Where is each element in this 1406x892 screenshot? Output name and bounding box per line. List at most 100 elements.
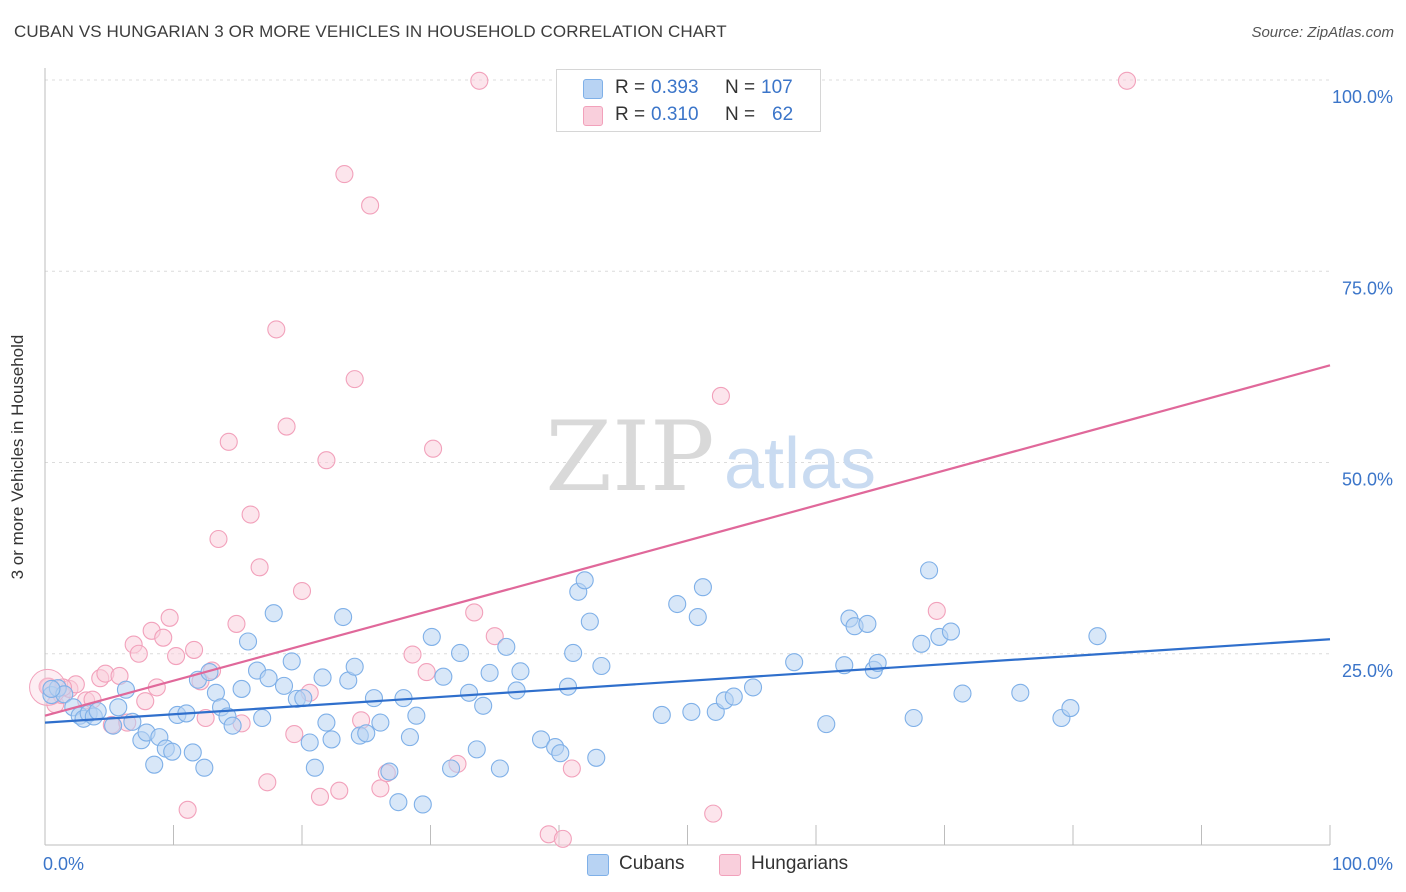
hungarians-point [136, 692, 155, 711]
cubans-point [724, 687, 743, 706]
legend-n-label: N = [725, 77, 756, 98]
x-tick-label: 100.0% [1332, 854, 1393, 874]
hungarians-legend-swatch [719, 854, 741, 876]
cubans-point [497, 637, 516, 656]
hungarians-point [178, 800, 197, 819]
legend-r-label: R = [615, 104, 646, 125]
source-credit: Source: ZipAtlas.com [1251, 24, 1394, 41]
cubans-point [668, 594, 687, 614]
hungarians-point [335, 165, 354, 184]
hungarians-point [927, 601, 946, 620]
cubans-point [511, 662, 530, 681]
trend-layer [44, 364, 1331, 724]
cubans-point [313, 668, 332, 687]
cubans-point [1088, 627, 1107, 646]
cubans-point [459, 683, 479, 702]
hungarians-point [465, 603, 484, 622]
hungarians-point [241, 505, 260, 524]
cubans-point [413, 795, 432, 814]
cubans-point [264, 604, 283, 623]
hungarians-point [417, 663, 436, 682]
cubans-point [232, 679, 251, 698]
hungarians-point [227, 614, 246, 633]
hungarians-point [277, 417, 296, 436]
hungarians-point [361, 196, 380, 215]
cubans-point [531, 730, 551, 749]
hungarians-point [292, 581, 312, 601]
cubans-point [688, 607, 707, 627]
cubans-point [305, 758, 324, 777]
y-tick-label: 50.0% [1342, 470, 1393, 490]
hungarians-point [403, 645, 422, 664]
hungarians-point [285, 725, 304, 744]
cubans-point [145, 755, 164, 774]
watermark-atlas: atlas [724, 424, 876, 504]
cubans-point [1061, 699, 1080, 718]
cubans-point [592, 656, 611, 676]
cubans-point [322, 730, 341, 749]
hungarians-legend-label: Hungarians [751, 853, 849, 874]
cubans-point [785, 653, 804, 672]
hungarians-trend-line [44, 364, 1331, 717]
hungarians-point [424, 439, 443, 458]
legend-n-label: N = [725, 104, 756, 125]
cubans-point [282, 652, 301, 671]
hungarians-point [154, 628, 173, 647]
cubans-legend-swatch [587, 854, 609, 876]
hungarians-point [1117, 71, 1137, 90]
cubans-swatch [583, 79, 603, 99]
cubans-point [400, 728, 419, 747]
cubans-point [371, 713, 390, 732]
hungarians-point [209, 529, 228, 549]
cubans-point [451, 643, 470, 663]
cubans-point [868, 653, 887, 672]
cubans-point [223, 716, 242, 735]
cubans-point [480, 663, 499, 682]
cubans-point [88, 702, 107, 721]
legend-r-value-cubans: 0.393 [651, 77, 699, 98]
y-tick-label: 100.0% [1332, 87, 1393, 107]
hungarians-point [160, 608, 179, 627]
cubans-point [357, 724, 376, 743]
cubans-point [1011, 683, 1030, 702]
cubans-point [564, 643, 583, 663]
cubans-point [490, 759, 509, 778]
y-axis-label: 3 or more Vehicles in Household [8, 334, 27, 580]
hungarians-point [219, 432, 238, 451]
chart-title: CUBAN VS HUNGARIAN 3 OR MORE VEHICLES IN… [14, 22, 727, 41]
cubans-point [42, 679, 61, 698]
cubans-points [42, 561, 1107, 814]
cubans-point [652, 705, 671, 725]
cubans-point [183, 743, 202, 762]
cubans-point [109, 698, 128, 717]
grid-layer [45, 79, 1330, 655]
legend-r-label: R = [615, 77, 646, 98]
legend-n-value-cubans: 107 [761, 77, 793, 98]
cubans-point [904, 708, 923, 728]
cubans-point [817, 715, 836, 734]
hungarians-point [485, 627, 504, 646]
cubans-legend-label: Cubans [619, 853, 685, 874]
cubans-point [858, 614, 877, 633]
cubans-point [580, 612, 599, 631]
hungarians-point [470, 71, 489, 90]
hungarians-swatch [583, 106, 603, 126]
hungarians-point [711, 386, 730, 405]
cubans-point [380, 762, 399, 781]
cubans-point [422, 627, 441, 646]
hungarians-point [167, 646, 186, 666]
cubans-point [389, 793, 408, 812]
cubans-point [195, 758, 214, 777]
hungarians-point [704, 804, 723, 823]
cubans-point [163, 742, 182, 761]
hungarians-point [317, 451, 336, 470]
watermark-zip: ZIP [545, 401, 714, 513]
cubans-point [364, 689, 384, 708]
hungarians-point [562, 759, 581, 778]
cubans-point [274, 676, 294, 695]
y-tick-label: 75.0% [1342, 278, 1393, 298]
cubans-point [442, 759, 461, 778]
cubans-point [693, 578, 712, 597]
hungarians-point [258, 773, 277, 792]
cubans-point [920, 561, 939, 580]
